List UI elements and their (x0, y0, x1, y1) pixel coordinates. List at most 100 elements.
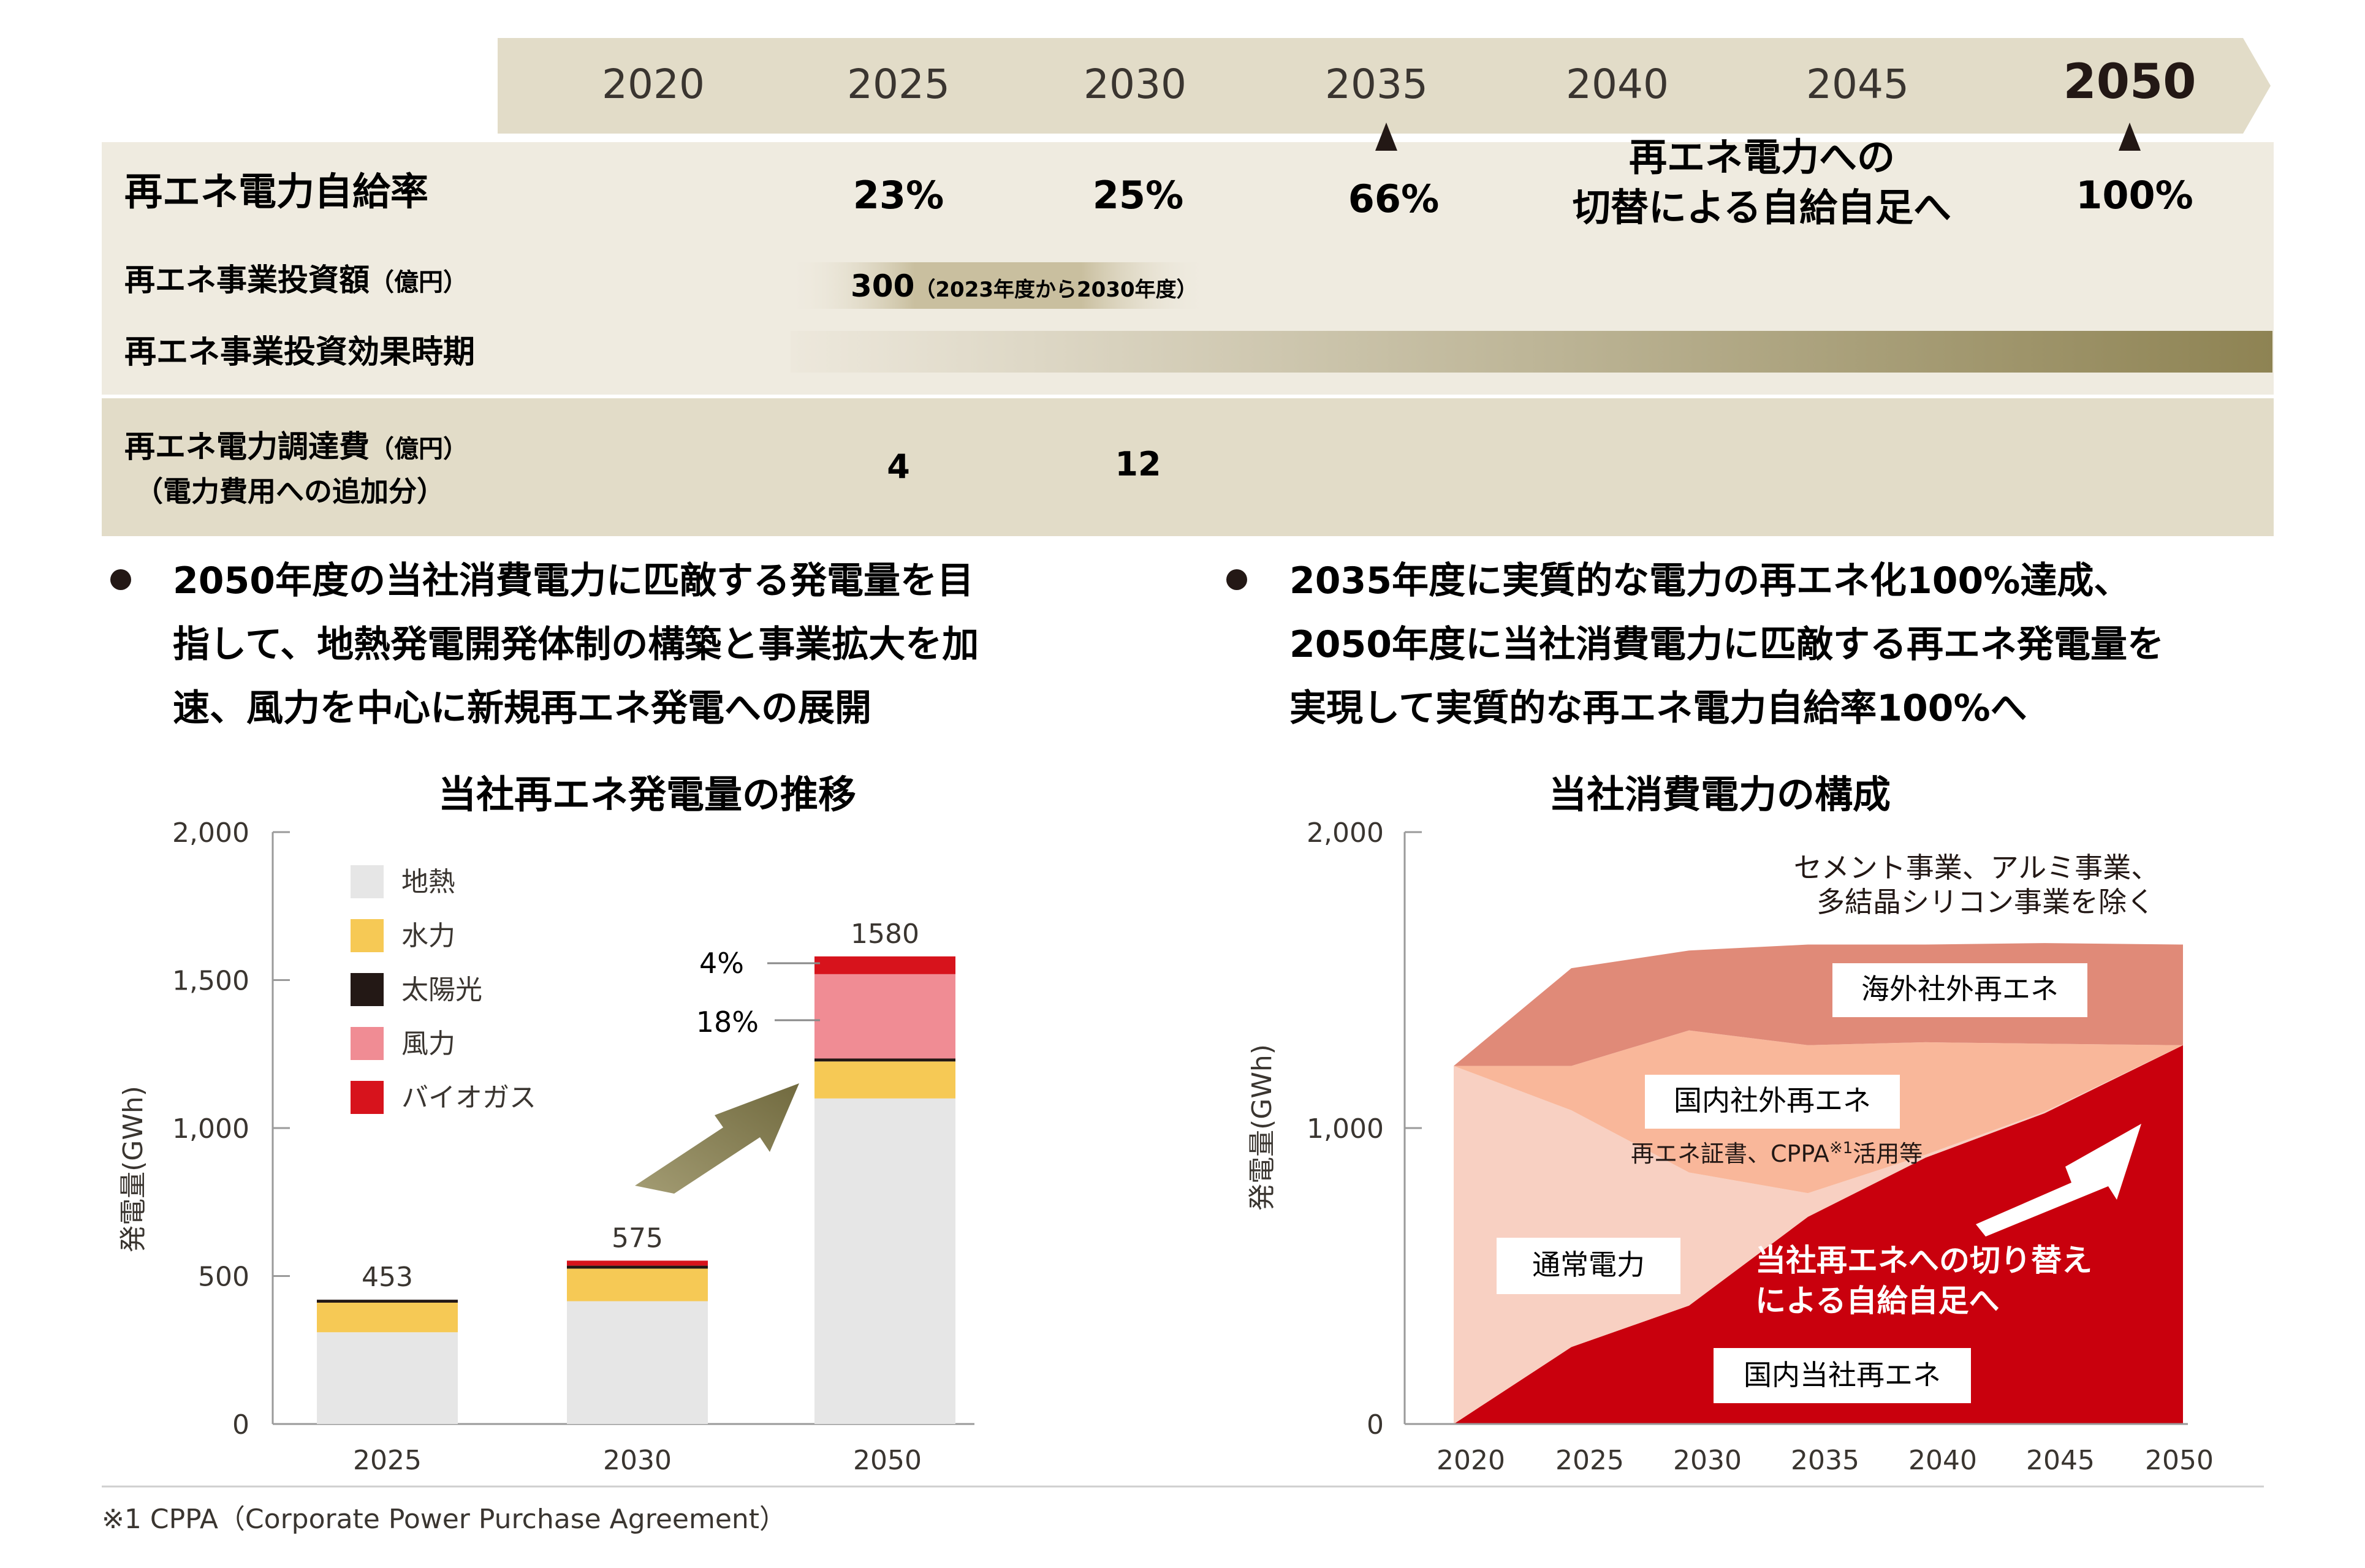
area-y-tick-label: 0 (1367, 1409, 1384, 1441)
bar-segment-水力 (317, 1302, 458, 1333)
triangle-marker-2050 (2119, 123, 2141, 151)
label-domestic-external: 国内社外再エネ (1674, 1084, 1871, 1117)
area-band-通常電力 (1454, 1045, 2183, 1424)
annotation-18pct: 18% (696, 1006, 759, 1039)
label-domestic-own: 国内当社再エネ (1744, 1358, 1941, 1392)
area-y-tick-label: 1,000 (1307, 1113, 1384, 1145)
bar-segment-水力 (567, 1268, 708, 1301)
bullet-dot-right (1226, 569, 1247, 590)
year-label-2035: 2035 (1325, 61, 1428, 108)
bar-y-tick-label: 2,000 (172, 817, 249, 849)
legend-swatch-バイオガス (351, 1081, 384, 1114)
footnote: ※1 CPPA（Corporate Power Purchase Agreeme… (102, 1504, 786, 1535)
bar-total-label: 453 (362, 1262, 413, 1293)
bar-chart: 0 500 1,000 1,500 2,000 453 2025 575 2030 1580 205… (172, 817, 974, 1476)
arrow-caption-line2: による自給自足へ (1755, 1283, 2000, 1319)
bar-segment-風力 (814, 974, 955, 1059)
investment-value: 300 (851, 268, 914, 304)
area-chart-ylabel: 発電量(GWh) (1247, 1044, 1278, 1211)
procurement-label-group: 再エネ電力調達費（億円） (124, 429, 468, 464)
transition-note-line2: 切替による自給自足へ (1573, 185, 1951, 230)
self-sufficiency-label: 再エネ電力自給率 (124, 169, 428, 214)
area-chart-note-line2: 多結晶シリコン事業を除く (1816, 885, 2155, 918)
bar-x-tick-label: 2025 (353, 1445, 422, 1476)
bullet-left-line1: 2050年度の当社消費電力に匹敵する発電量を目 (173, 559, 974, 602)
effect-period-label: 再エネ事業投資効果時期 (124, 334, 475, 371)
bar-segment-太陽光 (814, 1058, 955, 1062)
bar-total-label: 1580 (851, 918, 919, 950)
growth-arrow (635, 1083, 799, 1194)
investment-label-group: 再エネ事業投資額（億円） (124, 262, 468, 298)
label-box-domestic-own (1714, 1348, 1971, 1403)
self-sufficiency-2025: 23% (853, 173, 944, 218)
procurement-2025: 4 (887, 447, 910, 486)
label-normal: 通常電力 (1532, 1248, 1645, 1281)
bar-segment-太陽光 (567, 1265, 708, 1269)
bullet-left-line3: 速、風力を中心に新規再エネ発電への展開 (173, 687, 871, 730)
year-label-2040: 2040 (1566, 61, 1669, 108)
legend-label: バイオガス (401, 1082, 536, 1113)
bar-x-tick-label: 2030 (603, 1445, 672, 1476)
self-sufficiency-2035: 66% (1348, 176, 1439, 221)
procurement-unit: （億円） (370, 435, 468, 463)
area-x-tick-label: 2030 (1673, 1445, 1742, 1476)
legend-label: 水力 (401, 920, 455, 952)
bar-chart-ylabel: 発電量(GWh) (118, 1086, 149, 1252)
effect-period-bar (791, 331, 2272, 373)
year-label-2050: 2050 (2063, 55, 2196, 110)
bar-y-tick-label: 0 (232, 1409, 249, 1441)
bullet-right-line2: 2050年度に当社消費電力に匹敵する再エネ発電量を (1289, 623, 2164, 666)
area-band-国内当社再エネ (1454, 1045, 2183, 1424)
label-domestic-external-sup: ※1 (1829, 1139, 1853, 1157)
label-box-domestic-external (1645, 1075, 1900, 1129)
year-label-2025: 2025 (847, 61, 950, 108)
area-x-tick-label: 2050 (2145, 1445, 2214, 1476)
bar-total-label: 575 (612, 1222, 663, 1254)
area-x-tick-label: 2020 (1437, 1445, 1505, 1476)
bar-y-tick-label: 1,500 (172, 966, 249, 997)
bar-x-tick-label: 2050 (853, 1445, 922, 1476)
timeline-years: 2020 2025 2030 2035 2040 2045 2050 (602, 55, 2196, 110)
area-chart-title: 当社消費電力の構成 (1549, 772, 1891, 817)
investment-bar (789, 262, 1206, 309)
label-domestic-external-sub-b: 活用等 (1853, 1140, 1923, 1167)
area-y-tick-label: 2,000 (1307, 817, 1384, 849)
transition-note-line1: 再エネ電力への (1629, 135, 1895, 180)
legend-label: 風力 (401, 1028, 455, 1059)
legend-label: 太陽光 (401, 974, 482, 1006)
procurement-row-bg (102, 398, 2274, 536)
label-domestic-external-sub-a: 再エネ証書、CPPA (1631, 1140, 1829, 1167)
year-label-2020: 2020 (602, 61, 705, 108)
procurement-2030: 12 (1115, 445, 1161, 483)
bar-segment-地熱 (814, 1098, 955, 1424)
arrow-caption-line1: 当社再エネへの切り替え (1755, 1243, 2092, 1278)
bar-y-tick-label: 500 (198, 1262, 249, 1293)
self-sufficiency-2030: 25% (1093, 173, 1183, 218)
bar-segment-バイオガス (567, 1260, 708, 1266)
self-sufficiency-2050: 100% (2076, 173, 2193, 218)
bar-segment-水力 (814, 1061, 955, 1099)
label-overseas: 海外社外再エネ (1861, 972, 2059, 1006)
bar-chart-title: 当社再エネ発電量の推移 (438, 772, 856, 817)
bullet-left-line2: 指して、地熱発電開発体制の構築と事業拡大を加 (173, 623, 979, 666)
area-x-tick-label: 2025 (1555, 1445, 1624, 1476)
year-label-2045: 2045 (1806, 61, 1909, 108)
legend-swatch-地熱 (351, 865, 384, 898)
label-domestic-external-sub: 再エネ証書、CPPA※1活用等 (1631, 1139, 1923, 1167)
investment-value-group: 300（2023年度から2030年度） (851, 268, 1198, 304)
investment-period: （2023年度から2030年度） (914, 278, 1197, 302)
year-label-2030: 2030 (1084, 61, 1186, 108)
investment-unit: （億円） (370, 268, 468, 297)
investment-label: 再エネ事業投資額 (124, 262, 370, 298)
bar-segment-地熱 (567, 1301, 708, 1424)
area-chart-note-line1: セメント事業、アルミ事業、 (1794, 851, 2160, 884)
triangle-marker-2035 (1375, 123, 1397, 151)
annotation-4pct: 4% (699, 947, 744, 980)
self-sufficiency-arrow (1976, 1124, 2141, 1237)
area-x-tick-label: 2045 (2026, 1445, 2095, 1476)
timeline-arrow-band (498, 38, 2271, 134)
procurement-label: 再エネ電力調達費 (124, 429, 370, 464)
legend-swatch-太陽光 (351, 973, 384, 1006)
